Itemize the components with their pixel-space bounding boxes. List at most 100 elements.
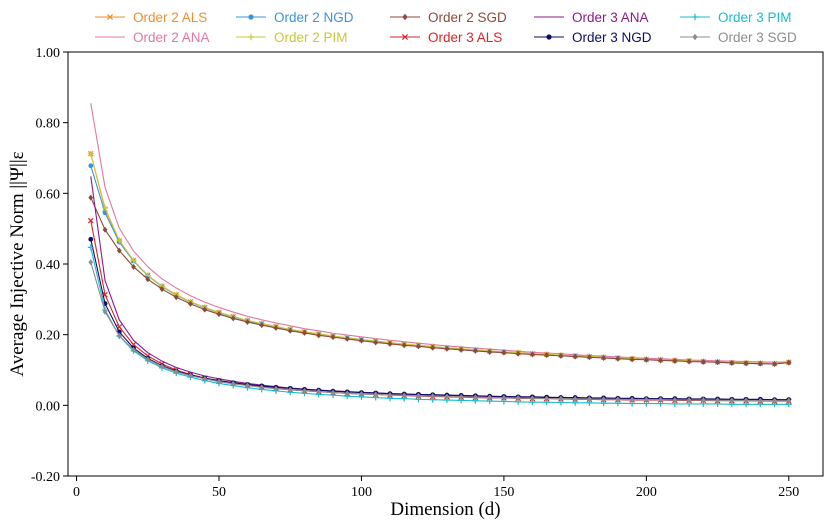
data-point <box>245 382 250 389</box>
legend-marker <box>546 34 552 40</box>
data-point <box>273 324 279 331</box>
legend: Order 2 ALS Order 2 ANA Order 2 NGD Order 2… <box>95 10 797 45</box>
legend-marker <box>691 13 699 21</box>
data-point <box>643 356 649 363</box>
data-point <box>601 396 607 403</box>
data-point <box>586 354 592 361</box>
data-point <box>102 226 108 233</box>
data-point <box>88 194 94 201</box>
data-point <box>373 339 379 346</box>
series-line <box>90 153 789 365</box>
legend-item: Order 2 SGD <box>390 10 507 25</box>
data-point <box>188 300 193 307</box>
series-line <box>90 176 789 401</box>
legend-marker <box>692 33 698 41</box>
legend-label: Order 2 SGD <box>428 10 507 25</box>
data-point <box>572 353 578 360</box>
series-order-3-ngd <box>88 236 792 403</box>
series-line <box>90 103 789 363</box>
data-point <box>316 332 322 339</box>
legend-label: Order 3 ALS <box>428 30 502 45</box>
data-point <box>88 259 94 266</box>
legend-label: Order 2 NGD <box>274 10 354 25</box>
data-point <box>729 359 735 366</box>
x-axis: 0 50 100 150 200 250 <box>73 476 799 500</box>
data-point <box>302 329 307 336</box>
data-point <box>216 311 222 318</box>
data-point <box>230 380 236 387</box>
data-point <box>173 368 179 375</box>
data-point <box>259 322 265 329</box>
data-point <box>302 387 307 394</box>
data-point <box>145 356 151 363</box>
data-point <box>729 397 735 404</box>
data-point <box>458 346 464 353</box>
data-point <box>330 334 336 341</box>
plot-area <box>67 51 824 477</box>
x-tick-label: 150 <box>493 485 514 500</box>
data-point <box>558 352 564 359</box>
data-point <box>487 394 493 401</box>
data-point <box>515 394 521 401</box>
data-point <box>159 286 165 293</box>
legend-item: Order 3 PIM <box>680 10 792 25</box>
data-point <box>116 247 122 254</box>
data-point <box>230 315 236 322</box>
data-point <box>202 375 208 382</box>
legend-label: Order 3 NGD <box>572 30 652 45</box>
data-point <box>629 356 635 363</box>
data-point <box>401 392 407 399</box>
data-point <box>130 257 137 264</box>
series-order-2-ngd <box>88 163 792 367</box>
data-point <box>359 337 364 344</box>
data-point <box>87 244 94 251</box>
legend-item: Order 3 ANA <box>534 10 649 25</box>
legend-item: Order 2 NGD <box>236 10 354 25</box>
data-point <box>715 397 720 404</box>
data-point <box>373 391 379 398</box>
legend-marker <box>247 33 255 41</box>
data-point <box>316 388 322 395</box>
data-point <box>430 393 436 400</box>
series-order-3-pim <box>87 244 792 408</box>
legend-marker <box>401 33 409 41</box>
data-point <box>715 359 720 366</box>
y-tick-label: 0.80 <box>36 117 61 132</box>
data-point <box>629 396 635 403</box>
data-point <box>344 335 350 342</box>
series-line <box>90 197 789 365</box>
series-order-2-ana <box>90 103 789 363</box>
data-point <box>330 389 336 396</box>
data-point <box>116 237 123 244</box>
series-order-2-pim <box>87 150 792 367</box>
data-point <box>786 397 792 404</box>
legend-item: Order 2 ANA <box>95 30 210 45</box>
data-point <box>145 276 151 283</box>
legend-marker <box>248 14 254 20</box>
data-point <box>529 351 535 358</box>
data-point <box>131 263 136 270</box>
y-tick-label: -0.20 <box>31 470 60 485</box>
legend-label: Order 3 SGD <box>718 30 797 45</box>
x-axis-label: Dimension (d) <box>390 499 500 520</box>
data-point <box>273 385 279 392</box>
legend-item: Order 2 ALS <box>95 10 207 25</box>
data-point <box>344 390 350 397</box>
series-layer <box>87 103 792 408</box>
data-point <box>416 392 421 399</box>
y-tick-label: 0.60 <box>36 187 61 202</box>
data-point <box>672 397 678 404</box>
data-point <box>700 397 706 404</box>
data-point <box>643 396 649 403</box>
data-point <box>772 360 777 367</box>
data-point <box>88 236 94 242</box>
legend-marker <box>402 13 408 21</box>
x-tick-label: 250 <box>778 485 799 500</box>
data-point <box>501 394 507 401</box>
data-point <box>287 386 293 393</box>
data-point <box>359 391 364 398</box>
data-point <box>586 395 592 402</box>
data-point <box>658 396 664 403</box>
data-point <box>116 332 122 339</box>
